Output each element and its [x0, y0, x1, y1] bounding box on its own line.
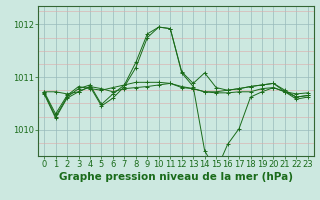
X-axis label: Graphe pression niveau de la mer (hPa): Graphe pression niveau de la mer (hPa): [59, 172, 293, 182]
